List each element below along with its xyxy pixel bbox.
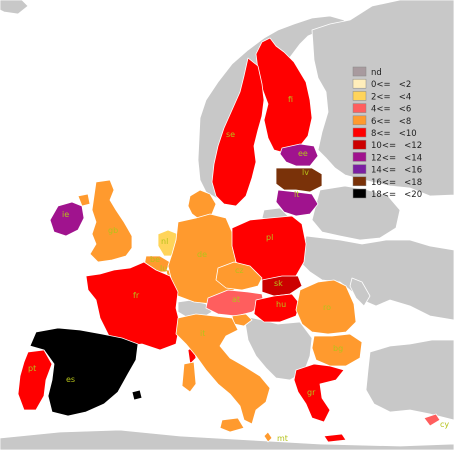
country-ro[interactable]: [295, 279, 357, 335]
label-at: at: [232, 295, 240, 304]
country-cz[interactable]: [215, 261, 263, 291]
eu-countries: [17, 37, 441, 443]
country-it-sardinia[interactable]: [181, 361, 197, 393]
legend-swatch-10: [352, 188, 367, 199]
legend-label-1: 0<= <2: [371, 80, 411, 90]
north-africa: [0, 429, 454, 450]
legend-label-9: 16<= <18: [371, 178, 422, 188]
country-mt[interactable]: [263, 431, 273, 443]
label-cz: cz: [235, 266, 244, 275]
legend-label-10: 18<= <20: [371, 190, 422, 200]
label-ie: ie: [62, 210, 69, 219]
country-es-baleares[interactable]: [131, 389, 143, 401]
country-hu[interactable]: [253, 293, 301, 323]
label-lt: lt: [294, 190, 299, 199]
label-nl: nl: [161, 237, 168, 246]
legend-swatch-7: [352, 152, 367, 162]
country-se[interactable]: [211, 57, 265, 207]
turkey: [365, 339, 454, 421]
legend-swatch-0: [352, 66, 367, 77]
legend-label-6: 10<= <12: [371, 141, 422, 151]
legend-swatch-2: [352, 91, 367, 101]
legend-swatch-4: [352, 115, 367, 126]
legend-swatch-5: [352, 127, 367, 138]
label-ee: ee: [298, 149, 308, 158]
moldova: [349, 277, 371, 307]
label-cy: cy: [440, 420, 449, 429]
country-sk[interactable]: [261, 275, 303, 297]
country-labels: fi se ee lv lt ie gb nl be lu de pl cz s…: [28, 95, 449, 443]
legend-swatch-1: [352, 78, 367, 89]
label-es: es: [66, 375, 75, 384]
label-be: be: [150, 255, 160, 264]
label-mt: mt: [277, 434, 288, 443]
label-fr: fr: [133, 291, 140, 300]
iceland: [0, 0, 29, 15]
label-se: se: [226, 130, 235, 139]
country-ie[interactable]: [49, 201, 85, 237]
legend-label-4: 6<= <8: [371, 117, 411, 127]
legend-swatch-8: [352, 164, 367, 174]
label-bg: bg: [333, 344, 343, 353]
label-gr: gr: [307, 388, 316, 397]
country-dk[interactable]: [187, 189, 217, 221]
country-it[interactable]: [175, 313, 271, 425]
country-ee[interactable]: [279, 143, 319, 167]
legend-label-8: 14<= <16: [371, 166, 422, 176]
country-bg[interactable]: [311, 333, 363, 367]
label-lv: lv: [302, 168, 309, 177]
label-gb: gb: [108, 226, 118, 235]
legend-swatch-9: [352, 176, 367, 187]
legend-label-2: 2<= <4: [371, 92, 411, 102]
country-fr[interactable]: [85, 261, 181, 351]
country-gb-ni[interactable]: [77, 193, 91, 207]
country-gr[interactable]: [293, 363, 345, 423]
label-pt: pt: [28, 364, 36, 373]
label-ro: ro: [323, 303, 331, 312]
legend-label-5: 8<= <10: [371, 129, 417, 139]
label-lu: lu: [160, 264, 167, 273]
country-lv[interactable]: [275, 167, 323, 193]
label-de: de: [197, 250, 207, 259]
ukraine: [299, 235, 454, 321]
belarus: [311, 185, 401, 241]
legend: nd 0<= <2 2<= <4 4<= <6 6<= <8 8<= <10 10<= <1…: [352, 66, 422, 200]
country-gb[interactable]: [89, 179, 133, 263]
label-sk: sk: [274, 279, 283, 288]
legend-swatch-3: [352, 103, 367, 113]
country-it-sicily[interactable]: [219, 417, 245, 433]
country-gr-crete[interactable]: [323, 433, 347, 443]
country-es[interactable]: [29, 327, 139, 417]
label-hu: hu: [276, 300, 286, 309]
legend-swatch-6: [352, 139, 367, 150]
label-fi: fi: [288, 95, 293, 104]
legend-label-7: 12<= <14: [371, 153, 422, 163]
legend-label-0: nd: [371, 68, 382, 78]
label-it: it: [200, 329, 205, 338]
country-cy[interactable]: [423, 413, 441, 427]
country-pt[interactable]: [17, 349, 53, 411]
label-pl: pl: [266, 233, 273, 242]
legend-label-3: 4<= <6: [371, 105, 411, 115]
country-lt[interactable]: [275, 189, 319, 217]
